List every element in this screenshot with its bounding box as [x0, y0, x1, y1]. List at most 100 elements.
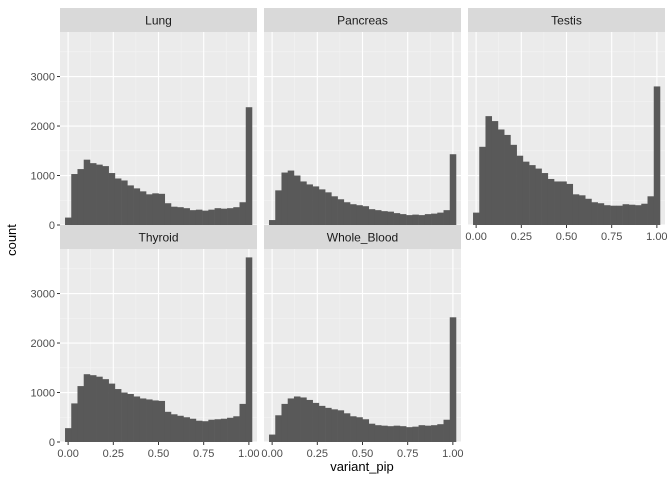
- histogram-bar: [616, 205, 623, 225]
- x-tick-label: 0.00: [465, 231, 486, 243]
- histogram-bar: [102, 166, 109, 225]
- histogram-bar: [233, 207, 240, 225]
- y-tick-label: 1000: [31, 171, 55, 183]
- histogram-bar: [89, 163, 97, 225]
- histogram-bar: [275, 190, 282, 225]
- histogram-bar: [597, 203, 605, 225]
- histogram-bar: [635, 205, 642, 225]
- histogram-bar: [269, 434, 276, 442]
- histogram-bar: [331, 196, 338, 225]
- histogram-bar: [449, 154, 457, 225]
- histogram-bar: [647, 196, 655, 225]
- facet-testis: Testis 0.00 0.25 0.50 0.75 1.00: [465, 8, 668, 243]
- histogram-bar: [269, 220, 276, 225]
- histogram-bar: [406, 215, 413, 225]
- histogram-bar: [554, 181, 561, 225]
- histogram-bar: [281, 403, 289, 442]
- x-tick-label: 0.75: [193, 448, 214, 460]
- histogram-bar: [245, 257, 253, 442]
- histogram-bar: [437, 212, 444, 225]
- histogram-bar: [227, 208, 234, 225]
- histogram-bar: [133, 396, 141, 442]
- histogram-bar: [479, 146, 486, 225]
- x-tick-label: 1.00: [238, 448, 259, 460]
- histogram-bar: [89, 375, 97, 442]
- facet-whole-blood: Whole_Blood 0.00 0.25 0.50 0.75 1.00: [261, 225, 464, 460]
- histogram-bar: [214, 419, 222, 442]
- histogram-bar: [96, 164, 103, 225]
- facet-label: Testis: [551, 14, 582, 28]
- x-tick-label: 1.00: [646, 231, 667, 243]
- histogram-bar: [418, 215, 426, 225]
- histogram-bar: [146, 194, 153, 225]
- histogram-bar: [183, 417, 190, 442]
- histogram-bar: [443, 419, 451, 442]
- facet-label: Whole_Blood: [327, 231, 398, 245]
- x-tick-label: 0.50: [352, 448, 373, 460]
- histogram-bar: [220, 418, 228, 442]
- histogram-bar: [318, 189, 326, 225]
- histogram-bar: [473, 212, 480, 225]
- histogram-bar: [164, 203, 172, 225]
- facet-strip: [468, 8, 665, 32]
- histogram-bar: [485, 116, 493, 225]
- histogram-bar: [287, 170, 295, 225]
- x-tick-label: 1.00: [442, 448, 463, 460]
- histogram-bar: [77, 386, 85, 442]
- histogram-bar: [281, 172, 289, 225]
- histogram-bar: [406, 427, 413, 442]
- histogram-bar: [127, 185, 134, 225]
- histogram-bar: [121, 392, 128, 442]
- x-tick-label: 0.75: [601, 231, 622, 243]
- histogram-bar: [65, 217, 72, 225]
- y-tick-label: 0: [49, 437, 55, 449]
- y-axis-title: count: [4, 224, 19, 256]
- histogram-bar: [293, 175, 301, 225]
- histogram-bar: [195, 420, 203, 442]
- histogram-bar: [239, 202, 247, 225]
- histogram-bar: [362, 206, 370, 225]
- histogram-bar: [71, 174, 78, 225]
- histogram-bar: [293, 396, 301, 442]
- x-tick-label: 0.50: [556, 231, 577, 243]
- histogram-bar: [139, 191, 147, 225]
- histogram-bar: [121, 180, 128, 225]
- histogram-bar: [233, 416, 240, 442]
- y-tick-label: 0: [49, 220, 55, 232]
- histogram-bar: [381, 211, 388, 225]
- histogram-bar: [133, 188, 141, 225]
- facet-thyroid: Thyroid 0 1000 2000 3000 0.00 0.25 0.50 0.75 1.00: [31, 225, 260, 460]
- histogram-bar: [83, 159, 91, 225]
- histogram-bar: [202, 421, 209, 442]
- x-axis-title: variant_pip: [330, 459, 394, 474]
- histogram-bar: [628, 204, 636, 225]
- x-tick-label: 0.50: [148, 448, 169, 460]
- histogram-bar: [497, 129, 505, 225]
- histogram-bar: [312, 402, 320, 442]
- histogram-bar: [535, 168, 542, 225]
- histogram-bar: [350, 416, 357, 442]
- histogram-bar: [208, 209, 215, 225]
- facet-strip: [264, 8, 461, 32]
- histogram-bar: [387, 211, 394, 225]
- histogram-bar: [491, 121, 499, 225]
- histogram-bar: [387, 426, 394, 442]
- histogram-bar: [287, 398, 295, 442]
- facet-strip: [60, 225, 257, 249]
- histogram-bar: [572, 194, 580, 225]
- histogram-bar: [325, 192, 332, 225]
- histogram-bar: [239, 403, 247, 442]
- y-tick-label: 3000: [31, 289, 55, 301]
- histogram-bar: [356, 205, 363, 225]
- histogram-bar: [177, 415, 184, 442]
- histogram-bar: [653, 86, 661, 225]
- histogram-bar: [164, 411, 172, 442]
- histogram-bar: [306, 399, 313, 442]
- y-tick-label: 2000: [31, 338, 55, 350]
- histogram-bar: [412, 426, 419, 442]
- histogram-bar: [337, 199, 345, 225]
- histogram-bar: [158, 193, 166, 225]
- histogram-bar: [158, 400, 166, 442]
- histogram-bar: [412, 214, 419, 225]
- histogram-bar: [591, 202, 598, 225]
